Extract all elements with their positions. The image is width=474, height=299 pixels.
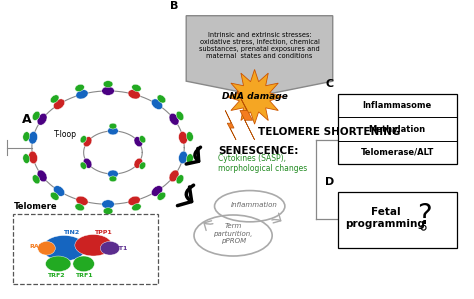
Ellipse shape [102,200,114,209]
Ellipse shape [186,132,193,141]
Text: POT1: POT1 [109,246,128,251]
Text: TRF1: TRF1 [75,273,92,278]
Ellipse shape [80,135,87,143]
Ellipse shape [179,151,188,164]
Polygon shape [186,16,333,96]
Text: Telomere: Telomere [14,202,58,211]
Text: RAP1: RAP1 [29,244,48,249]
Polygon shape [237,91,255,140]
Text: Methylation: Methylation [369,124,426,134]
Ellipse shape [134,158,143,168]
Ellipse shape [83,158,92,168]
Ellipse shape [23,132,30,141]
Ellipse shape [102,86,114,95]
Text: TRF2: TRF2 [47,273,65,278]
Ellipse shape [132,204,141,211]
Ellipse shape [28,151,37,164]
Ellipse shape [83,137,92,147]
Text: DNA damage: DNA damage [222,92,288,101]
Polygon shape [227,69,282,124]
FancyBboxPatch shape [337,192,457,248]
Ellipse shape [134,137,143,147]
Text: ?: ? [417,202,432,230]
Ellipse shape [75,234,112,256]
Ellipse shape [75,84,84,91]
Ellipse shape [28,132,37,144]
Text: Term
parturition,
pPROM: Term parturition, pPROM [213,223,253,244]
Ellipse shape [37,170,47,182]
Ellipse shape [80,162,87,169]
Text: Intrinsic and extrinsic stresses:
oxidative stress, infection, chemical
substanc: Intrinsic and extrinsic stresses: oxidat… [199,33,320,60]
Ellipse shape [37,113,47,125]
FancyBboxPatch shape [337,94,457,164]
Ellipse shape [76,196,88,205]
Ellipse shape [151,186,163,196]
Text: Telomerase/ALT: Telomerase/ALT [361,148,434,157]
Ellipse shape [157,192,166,200]
Text: SENESCENCE:: SENESCENCE: [219,146,299,155]
Text: TIN2: TIN2 [63,230,79,235]
Text: Inflammasome: Inflammasome [363,101,432,110]
Ellipse shape [23,154,30,164]
Ellipse shape [103,81,113,88]
Ellipse shape [132,84,141,91]
FancyArrowPatch shape [204,221,213,231]
Ellipse shape [75,204,84,211]
Text: TPP1: TPP1 [94,230,112,235]
Ellipse shape [176,111,184,120]
Text: C: C [326,79,334,89]
Text: B: B [170,1,179,11]
FancyArrowPatch shape [186,147,201,164]
Ellipse shape [151,99,163,109]
Ellipse shape [108,170,118,178]
FancyBboxPatch shape [13,214,158,284]
Ellipse shape [54,99,65,109]
Ellipse shape [128,90,140,99]
Text: Inflammation: Inflammation [231,202,278,208]
Ellipse shape [108,127,118,135]
Ellipse shape [186,154,193,164]
Ellipse shape [100,241,120,255]
Ellipse shape [50,192,59,200]
Ellipse shape [32,175,40,184]
Ellipse shape [38,241,55,255]
Ellipse shape [50,95,59,103]
Ellipse shape [76,90,88,99]
Text: Cytokines (SASP),
morphological changes: Cytokines (SASP), morphological changes [219,153,308,173]
Ellipse shape [157,95,166,103]
Ellipse shape [139,135,146,143]
Text: Fetal
programming: Fetal programming [346,207,426,229]
Text: A: A [22,113,32,126]
Text: D: D [325,177,335,187]
Ellipse shape [43,236,86,261]
Ellipse shape [32,111,40,120]
Ellipse shape [128,196,140,205]
Ellipse shape [73,256,94,272]
Ellipse shape [176,175,184,184]
Ellipse shape [46,256,71,272]
Ellipse shape [169,170,179,182]
Text: TELOMERE SHORTENING: TELOMERE SHORTENING [257,127,400,137]
Ellipse shape [54,186,65,196]
Ellipse shape [109,176,117,182]
Text: T-loop: T-loop [55,130,77,139]
Ellipse shape [139,162,146,169]
Polygon shape [225,110,236,140]
Ellipse shape [109,123,117,129]
Ellipse shape [179,132,188,144]
Ellipse shape [103,208,113,214]
FancyArrowPatch shape [177,185,193,206]
FancyArrowPatch shape [272,213,281,223]
Ellipse shape [169,113,179,125]
